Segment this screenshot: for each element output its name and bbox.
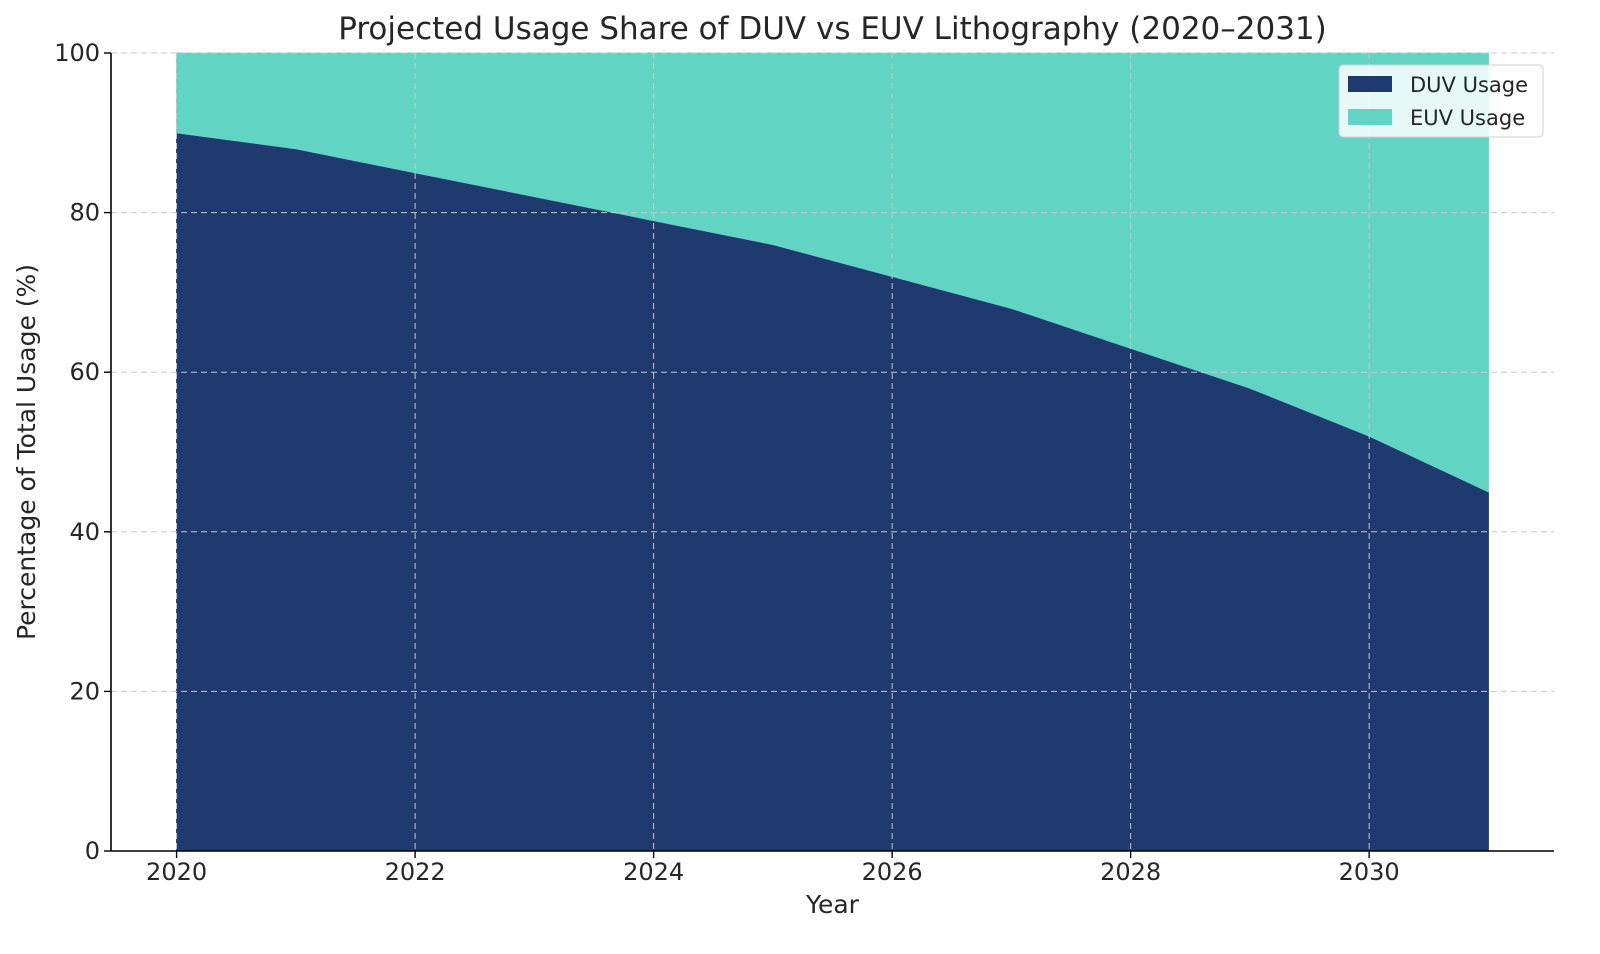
x-tick-label: 2028 — [1100, 858, 1161, 886]
x-tick-label: 2020 — [146, 858, 207, 886]
series-areas — [176, 52, 1489, 852]
y-tick-label: 40 — [69, 518, 100, 546]
chart-title: Projected Usage Share of DUV vs EUV Lith… — [338, 11, 1327, 47]
x-axis-ticks: 2020 2022 2024 2026 2028 2030 — [146, 851, 1400, 886]
legend: DUV Usage EUV Usage — [1338, 64, 1544, 138]
legend-label: DUV Usage — [1410, 73, 1528, 97]
grid-lines — [111, 52, 1554, 852]
x-tick-label: 2024 — [623, 858, 684, 886]
x-tick-label: 2022 — [385, 858, 446, 886]
y-axis-ticks: 0 20 40 60 80 100 — [54, 39, 111, 865]
x-tick-label: 2030 — [1339, 858, 1400, 886]
y-tick-label: 80 — [69, 199, 100, 227]
y-tick-label: 20 — [69, 677, 100, 705]
axes — [110, 53, 1554, 852]
y-axis-label: Percentage of Total Usage (%) — [12, 264, 41, 640]
legend-label: EUV Usage — [1410, 106, 1525, 130]
x-axis-label: Year — [805, 890, 860, 919]
x-tick-label: 2026 — [862, 858, 923, 886]
y-tick-label: 60 — [69, 358, 100, 386]
y-tick-label: 100 — [54, 39, 100, 67]
y-tick-label: 0 — [85, 837, 100, 865]
legend-swatch — [1348, 109, 1392, 125]
legend-swatch — [1348, 76, 1392, 92]
